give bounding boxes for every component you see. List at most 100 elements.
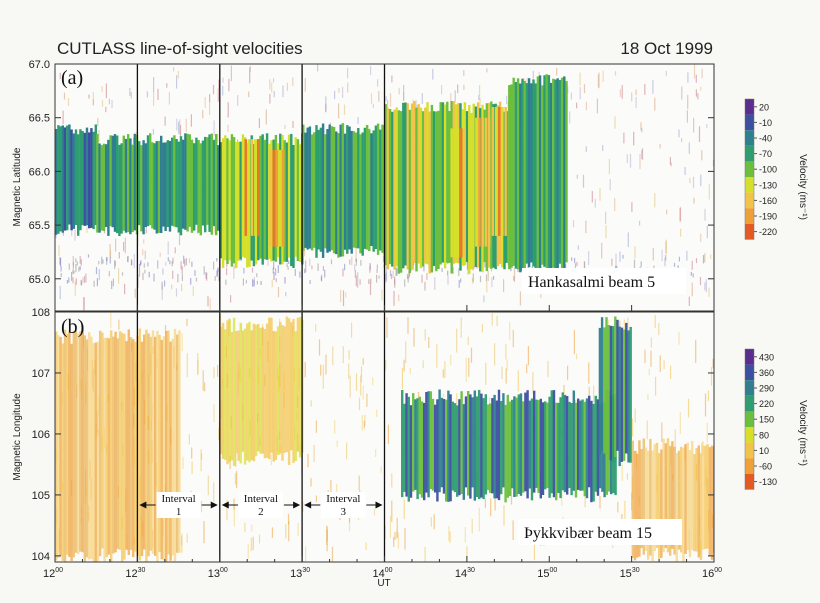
x-tick-label: 1300	[208, 567, 228, 580]
heatmap-column	[651, 450, 654, 561]
heatmap-column	[125, 341, 128, 550]
noise-stroke	[87, 254, 90, 258]
heatmap-column	[528, 400, 531, 489]
noise-stroke	[161, 281, 163, 290]
heatmap-column	[560, 77, 564, 271]
heatmap-column	[469, 394, 472, 499]
noise-stroke	[463, 84, 465, 90]
noise-stroke	[310, 400, 312, 407]
heatmap-column	[649, 438, 652, 556]
colorbar-b-level: 290	[759, 384, 774, 394]
heatmap-column	[424, 107, 427, 264]
noise-stroke	[177, 70, 179, 79]
noise-stroke	[185, 118, 187, 133]
heatmap-column	[68, 124, 71, 225]
noise-stroke	[372, 377, 374, 386]
noise-stroke	[673, 262, 676, 267]
noise-stroke	[72, 255, 74, 266]
noise-stroke	[140, 260, 142, 265]
heatmap-column	[235, 142, 238, 268]
noise-stroke	[695, 89, 697, 97]
noise-stroke	[108, 98, 110, 105]
noise-stroke	[226, 268, 228, 275]
heatmap-column	[541, 85, 544, 265]
noise-stroke	[233, 498, 235, 510]
heatmap-column	[431, 398, 435, 491]
noise-stroke	[512, 520, 514, 540]
heatmap-column	[618, 326, 621, 467]
heatmap-column	[515, 397, 518, 497]
noise-stroke	[650, 350, 652, 367]
noise-stroke	[704, 393, 707, 417]
heatmap-column	[583, 401, 586, 497]
heatmap-column	[413, 101, 416, 263]
noise-stroke	[334, 90, 336, 99]
noise-stroke	[408, 271, 410, 279]
panel-a-y-tick-label: 66.0	[29, 166, 50, 178]
heatmap-column	[306, 127, 309, 250]
heatmap-column	[376, 123, 380, 255]
heatmap-column	[475, 117, 478, 247]
heatmap-column	[292, 319, 295, 463]
colorbar-a-level: -70	[759, 149, 772, 159]
noise-stroke	[209, 298, 211, 310]
noise-stroke	[313, 444, 315, 462]
noise-stroke	[227, 124, 229, 133]
noise-stroke	[433, 514, 435, 530]
heatmap-column	[430, 104, 434, 273]
heatmap-column	[175, 139, 178, 228]
noise-stroke	[430, 517, 432, 527]
noise-stroke	[355, 246, 357, 259]
heatmap-column	[552, 78, 555, 268]
noise-stroke	[689, 177, 691, 184]
heatmap-column	[154, 336, 157, 556]
colorbar-a-level: 20	[759, 102, 769, 112]
noise-stroke	[393, 290, 395, 306]
heatmap-column	[160, 339, 163, 560]
noise-stroke	[310, 478, 312, 487]
heatmap-column	[232, 137, 236, 264]
heatmap-column	[638, 440, 641, 557]
noise-stroke	[599, 496, 601, 509]
noise-stroke	[691, 282, 693, 297]
noise-stroke	[305, 546, 307, 562]
colorbar-a-swatch	[745, 99, 754, 115]
noise-stroke	[465, 357, 467, 382]
heatmap-column	[359, 134, 362, 254]
x-tick-label: 1400	[372, 567, 392, 580]
noise-stroke	[121, 272, 124, 276]
heatmap-column	[666, 438, 670, 553]
noise-stroke	[704, 282, 706, 291]
noise-stroke	[582, 174, 585, 188]
noise-stroke	[358, 475, 360, 490]
noise-stroke	[59, 72, 61, 80]
noise-stroke	[63, 92, 66, 100]
noise-stroke	[693, 64, 696, 79]
heatmap-column	[326, 129, 329, 253]
heatmap-column	[134, 341, 137, 552]
noise-stroke	[317, 263, 319, 271]
noise-stroke	[577, 245, 579, 250]
noise-stroke	[503, 279, 505, 292]
heatmap-column	[131, 144, 134, 232]
heatmap-column	[99, 330, 102, 557]
noise-stroke	[152, 128, 154, 135]
noise-stroke	[186, 533, 188, 543]
heatmap-column	[132, 339, 135, 558]
heatmap-column	[201, 140, 205, 226]
heatmap-column	[164, 142, 167, 231]
heatmap-column	[552, 390, 556, 498]
heatmap-column	[186, 133, 189, 232]
noise-stroke	[381, 289, 383, 301]
noise-stroke	[354, 264, 356, 271]
noise-stroke	[79, 266, 81, 271]
heatmap-column	[451, 401, 454, 491]
heatmap-column	[72, 133, 75, 229]
heatmap-column	[146, 135, 150, 227]
heatmap-column	[530, 83, 533, 263]
noise-stroke	[640, 261, 642, 267]
heatmap-column	[480, 393, 483, 498]
noise-stroke	[167, 241, 169, 255]
heatmap-column	[425, 392, 428, 493]
noise-stroke	[320, 364, 322, 376]
